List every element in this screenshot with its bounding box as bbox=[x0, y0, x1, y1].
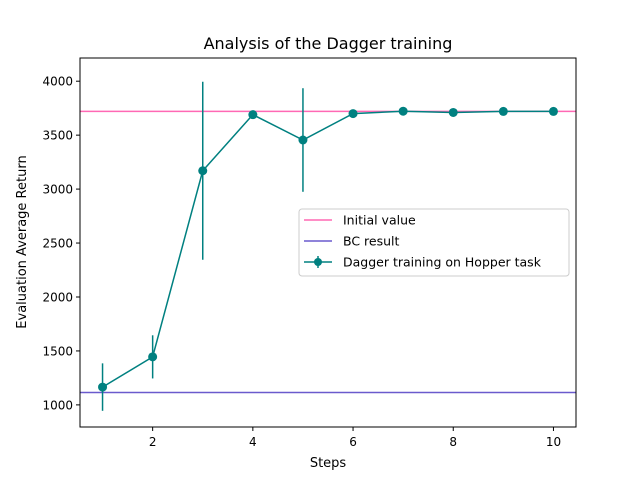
legend: Initial value BC result Dagger training on… bbox=[298, 208, 570, 277]
legend-label-initial-value: Initial value bbox=[343, 213, 416, 228]
legend-label-bc-result: BC result bbox=[343, 234, 400, 249]
data-point bbox=[298, 135, 308, 145]
legend-frame bbox=[298, 208, 570, 277]
plot-frame bbox=[79, 57, 577, 428]
y-tick-label: 2000 bbox=[42, 290, 73, 304]
x-tick-label: 10 bbox=[546, 435, 561, 449]
data-point bbox=[398, 106, 408, 116]
y-tick-label: 1500 bbox=[42, 344, 73, 358]
x-tick-label: 2 bbox=[149, 435, 157, 449]
data-point bbox=[98, 382, 108, 392]
y-tick-label: 3500 bbox=[42, 129, 73, 143]
legend-label-dagger-training: Dagger training on Hopper task bbox=[343, 255, 542, 270]
series-line bbox=[102, 110, 554, 388]
y-axis-label: Evaluation Average Return bbox=[15, 155, 30, 328]
data-point bbox=[448, 107, 458, 117]
data-point bbox=[348, 109, 358, 119]
data-point bbox=[548, 106, 558, 116]
chart-title: Analysis of the Dagger training bbox=[204, 34, 453, 53]
legend-marker-dagger-training bbox=[314, 258, 322, 266]
x-tick-label: 6 bbox=[349, 435, 357, 449]
y-tick-label: 1000 bbox=[42, 398, 73, 412]
data-point bbox=[498, 106, 508, 116]
x-tick-label: 8 bbox=[449, 435, 457, 449]
data-point bbox=[148, 352, 158, 362]
y-tick-label: 4000 bbox=[42, 75, 73, 89]
data-point bbox=[198, 166, 208, 176]
x-tick-label: 4 bbox=[249, 435, 257, 449]
data-point bbox=[248, 110, 258, 120]
y-tick-label: 3000 bbox=[42, 183, 73, 197]
y-tick-label: 2500 bbox=[42, 237, 73, 251]
x-axis-label: Steps bbox=[310, 456, 347, 471]
